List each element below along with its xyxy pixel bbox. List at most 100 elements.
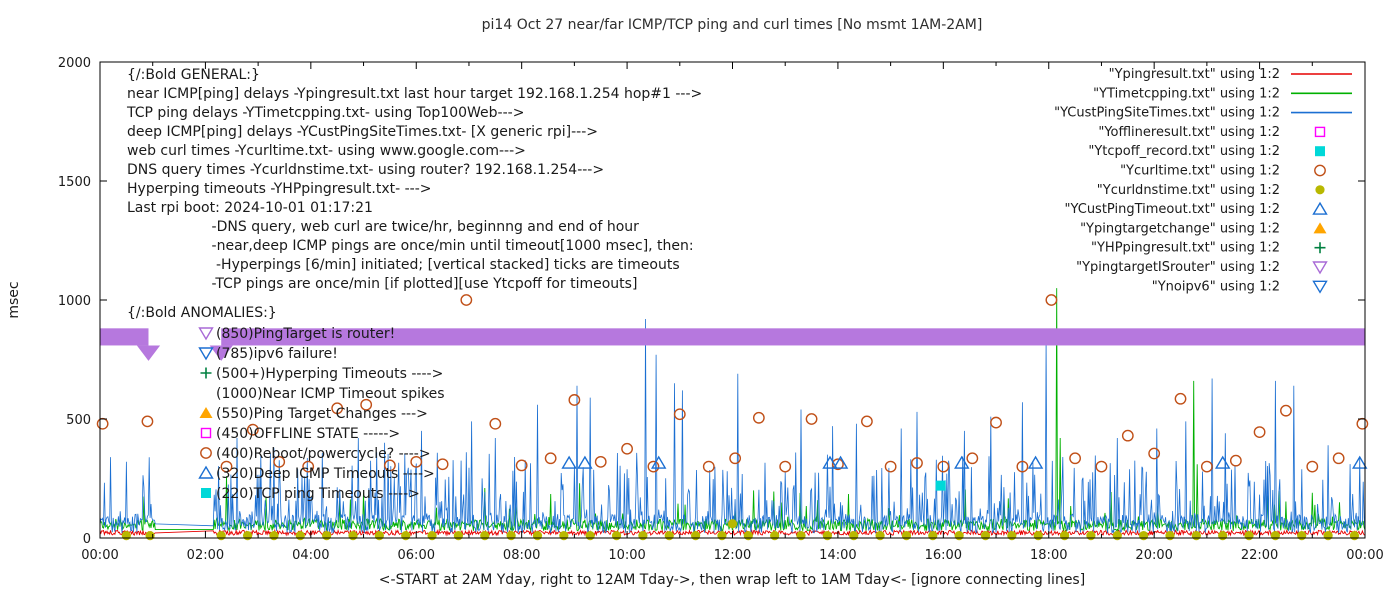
- anomalies-heading: {/:Bold ANOMALIES:}: [127, 305, 277, 321]
- marker-Ycurltime: [246, 423, 259, 436]
- legend-label-YHPpingresult: "YHPpingresult.txt" using 1:2: [1091, 241, 1280, 256]
- marker-Ycurldnstime: [928, 531, 938, 541]
- marker-Ycurltime: [911, 457, 923, 469]
- marker-Ycurldnstime: [242, 531, 253, 541]
- marker-Ycurldnstime: [1270, 531, 1280, 541]
- marker-Ycurltime: [1200, 460, 1213, 473]
- marker-anomaly-key: [198, 327, 214, 341]
- marker-YCustPingTimeout: [1214, 455, 1231, 469]
- marker-YCustPingTimeout: [832, 455, 849, 469]
- marker-Ycurldnstime: [374, 531, 384, 541]
- marker-Ycurldnstime: [822, 531, 832, 541]
- band-segment-YpingtargetISrouter: [221, 328, 1366, 346]
- marker-Ycurltime: [990, 416, 1002, 429]
- marker-anomaly-key: [199, 407, 213, 418]
- marker-Ycurldnstime: [1033, 531, 1043, 541]
- marker-legend-Ytcpoff_record: [1315, 146, 1325, 157]
- marker-Ytcpoff_record: [935, 480, 946, 491]
- band-notch-triangle: [209, 345, 233, 361]
- pingtarget-router-band: [100, 328, 1366, 361]
- marker-Ycurldnstime: [691, 531, 701, 541]
- x-tick-label: 04:00: [292, 548, 329, 563]
- marker-Ycurldnstime: [1191, 531, 1201, 541]
- marker-Ycurltime: [1356, 417, 1369, 430]
- marker-Ycurldnstime: [1165, 531, 1175, 541]
- marker-Ycurldnstime: [901, 531, 912, 541]
- general-line: -near,deep ICMP pings are once/min until…: [127, 238, 694, 254]
- marker-Ycurldnstime: [145, 531, 155, 541]
- x-tick-label: 14:00: [819, 548, 856, 563]
- marker-Ycurldnstime: [1323, 531, 1333, 541]
- marker-YCustPingTimeout: [577, 455, 593, 469]
- x-tick-label: 06:00: [398, 548, 435, 563]
- anomaly-line: (550)Ping Target Changes --->: [216, 406, 428, 422]
- marker-Ycurltime: [884, 460, 897, 473]
- marker-Ycurltime: [673, 408, 686, 421]
- marker-Ycurltime: [1121, 429, 1134, 442]
- y-axis-label: msec: [6, 281, 22, 318]
- marker-legend-Ypingtargetchange: [1313, 222, 1327, 234]
- marker-legend-Ycurldnstime: [1315, 185, 1325, 195]
- marker-Ycurltime: [436, 458, 449, 471]
- anomaly-line: (220)TCP ping Timeouts ---->: [216, 486, 420, 502]
- marker-Ycurldnstime: [1349, 531, 1360, 541]
- y-tick-label: 500: [66, 413, 91, 428]
- marker-Ycurltime: [1280, 404, 1292, 417]
- x-tick-label: 20:00: [1135, 548, 1172, 563]
- marker-YCustPingTimeout: [650, 455, 667, 469]
- y-tick-label: 2000: [58, 56, 91, 71]
- marker-Ycurltime: [752, 411, 765, 424]
- legend-label-Ypingresult: "Ypingresult.txt" using 1:2: [1109, 67, 1280, 82]
- anomaly-line: (400)Reboot/powercycle? ---->: [216, 446, 431, 462]
- x-tick-label: 18:00: [1030, 548, 1067, 563]
- marker-Ycurldnstime: [664, 531, 674, 541]
- marker-anomaly-key: [200, 447, 212, 459]
- marker-Ycurldnstime: [717, 531, 727, 541]
- marker-Ycurltime: [544, 452, 557, 465]
- marker-Ycurldnstime: [743, 531, 753, 541]
- marker-Ycurltime: [729, 452, 742, 465]
- legend-label-Yofflineresult: "Yofflineresult.txt" using 1:2: [1098, 125, 1280, 140]
- marker-Ycurldnstime: [1007, 531, 1017, 541]
- anomaly-line: (450)OFFLINE STATE ----->: [216, 426, 400, 442]
- marker-Ycurltime: [1174, 392, 1187, 405]
- marker-Ycurldnstime: [1244, 531, 1254, 541]
- general-line: Hyperping timeouts -YHPpingresult.txt- -…: [127, 181, 432, 197]
- x-tick-label: 00:00: [81, 548, 118, 563]
- legend-label-Ycurldnstime: "Ycurldnstime.txt" using 1:2: [1097, 183, 1280, 198]
- marker-anomaly-key: [198, 347, 214, 361]
- data-series-lines: [99, 288, 1366, 537]
- x-tick-label: 02:00: [187, 548, 224, 563]
- legend-label-Ypingtargetchange: "Ypingtargetchange" using 1:2: [1080, 221, 1280, 236]
- y-tick-label: 1500: [58, 175, 91, 190]
- marker-Ycurldnstime: [427, 531, 437, 541]
- legend-label-YCustPingSiteTimes: "YCustPingSiteTimes.txt" using 1:2: [1054, 106, 1280, 121]
- marker-Ycurldnstime: [875, 531, 885, 541]
- marker-Ycurldnstime: [348, 531, 358, 541]
- marker-anomaly-key: [200, 367, 212, 379]
- marker-YCustPingTimeout: [1352, 455, 1368, 469]
- marker-Ycurldnstime: [1218, 531, 1228, 541]
- axes-and-ticks: 00:00 02:00 04:00 06:00 08:00 10:00 12:00 14:00…: [58, 56, 1384, 563]
- anomaly-line: (850)PingTarget is router!: [216, 326, 395, 342]
- x-tick-label: 22:00: [1241, 548, 1278, 563]
- marker-legend-Ynoipv6: [1312, 280, 1328, 294]
- marker-anomaly-key: [198, 465, 214, 479]
- marker-Ycurldnstime: [849, 531, 859, 541]
- marker-Ycurltime: [220, 460, 233, 473]
- x-tick-label: 00:00: [1346, 548, 1383, 563]
- marker-Ycurltime: [489, 417, 502, 430]
- legend-label-Ytcpoff_record: "Ytcpoff_record.txt" using 1:2: [1088, 144, 1280, 159]
- marker-Ycurldnstime: [506, 531, 516, 541]
- anomaly-line: (500+)Hyperping Timeouts ---->: [216, 366, 443, 382]
- legend-label-Ynoipv6: "Ynoipv6" using 1:2: [1152, 279, 1280, 294]
- anomaly-line: (320)Deep ICMP Timeouts ---->: [216, 466, 435, 482]
- marker-Ycurldnstime: [295, 531, 305, 541]
- marker-Ycurltime: [302, 460, 315, 473]
- marker-Ycurltime: [1016, 460, 1029, 473]
- marker-Ycurltime: [702, 460, 715, 473]
- general-line: near ICMP[ping] delays -Ypingresult.txt …: [127, 86, 702, 102]
- marker-Ycurltime: [515, 459, 528, 472]
